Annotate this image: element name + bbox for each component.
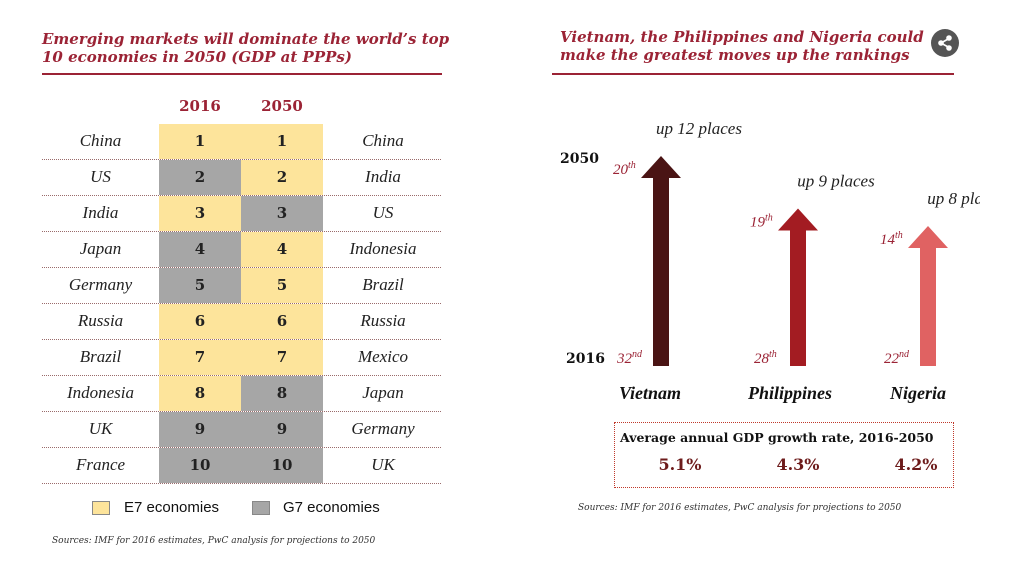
country-2050: Russia — [360, 311, 406, 330]
left-source-note: Sources: IMF for 2016 estimates, PwC ana… — [52, 536, 376, 546]
growth-rate-title: Average annual GDP growth rate, 2016-205… — [620, 430, 934, 445]
left-title-line-1: Emerging markets will dominate the world… — [42, 30, 450, 48]
arrow-nigeria — [908, 226, 948, 366]
country-2016: UK — [88, 419, 113, 438]
rank-cell-2016: 3 — [159, 196, 241, 231]
rank-cell-2050: 3 — [241, 196, 323, 231]
table-row: India 3 3 US — [42, 196, 441, 232]
table-row: Russia 6 6 Russia — [42, 304, 441, 340]
rank-cell-2050: 5 — [241, 268, 323, 303]
growth-value-nigeria: 4.2% — [894, 455, 938, 474]
rank-cell-2050: 6 — [241, 304, 323, 339]
year-label-2050: 2050 — [560, 151, 599, 167]
legend-swatch-e7 — [92, 501, 110, 515]
growth-rate-box — [614, 422, 954, 488]
move-label-philippines: up 9 places — [797, 172, 875, 191]
right-title-line-1: Vietnam, the Philippines and Nigeria cou… — [560, 28, 924, 46]
country-2016: Japan — [79, 239, 122, 258]
rank-2050-label-vietnam: 20th — [613, 160, 636, 178]
arrow-philippines — [778, 208, 818, 366]
rank-cell-2016: 5 — [159, 268, 241, 303]
rank-cell-2016: 8 — [159, 376, 241, 411]
rank-cell-2050: 7 — [241, 340, 323, 375]
rank-cell-2050: 1 — [241, 124, 323, 159]
country-2050: US — [372, 203, 394, 222]
arrow-vietnam — [641, 156, 681, 366]
rank-cell-2050: 4 — [241, 232, 323, 267]
rank-2016-label-philippines: 28th — [754, 349, 777, 367]
legend-swatch-g7 — [252, 501, 270, 515]
rank-cell-2050: 9 — [241, 412, 323, 447]
rank-cell-2016: 4 — [159, 232, 241, 267]
legend-label-g7: G7 economies — [283, 499, 380, 516]
category-label-vietnam: Vietnam — [619, 383, 681, 403]
rank-cell-2016: 2 — [159, 160, 241, 195]
country-2016: India — [82, 203, 119, 222]
country-2016: China — [79, 131, 122, 150]
year-header-2016: 2016 — [179, 97, 221, 115]
rank-cell-2050: 10 — [241, 448, 323, 483]
table-row: France 10 10 UK — [42, 448, 441, 484]
left-title-rule — [42, 73, 442, 75]
country-2016: France — [75, 455, 126, 474]
rank-2016-label-nigeria: 22nd — [884, 349, 910, 367]
share-button[interactable] — [931, 29, 959, 57]
year-label-2016: 2016 — [566, 351, 605, 367]
country-2016: US — [90, 167, 111, 186]
right-title-line-2: make the greatest moves up the rankings — [560, 46, 910, 64]
rank-2050-label-philippines: 19th — [750, 213, 773, 231]
growth-value-philippines: 4.3% — [776, 455, 820, 474]
rank-cell-2016: 10 — [159, 448, 241, 483]
rank-cell-2050: 8 — [241, 376, 323, 411]
move-label-nigeria: up 8 places — [927, 189, 980, 208]
country-2050: Japan — [362, 383, 404, 402]
rank-cell-2016: 9 — [159, 412, 241, 447]
year-header-2050: 2050 — [261, 97, 303, 115]
rank-2050-label-nigeria: 14th — [880, 230, 903, 248]
country-2016: Brazil — [79, 347, 122, 366]
country-2050: Brazil — [362, 275, 404, 294]
right-title-rule — [552, 73, 954, 75]
rank-cell-2016: 7 — [159, 340, 241, 375]
country-2016: Russia — [77, 311, 124, 330]
legend-label-e7: E7 economies — [124, 499, 220, 516]
country-2016: Indonesia — [66, 383, 135, 402]
growth-value-vietnam: 5.1% — [658, 455, 702, 474]
table-row: China 1 1 China — [42, 124, 441, 160]
table-row: Brazil 7 7 Mexico — [42, 340, 441, 376]
table-row: Germany 5 5 Brazil — [42, 268, 441, 304]
country-2050: India — [365, 167, 401, 186]
category-label-philippines: Philippines — [747, 383, 832, 403]
right-chart-title: Vietnam, the Philippines and Nigeria cou… — [560, 28, 940, 64]
rank-cell-2016: 1 — [159, 124, 241, 159]
table-row: US 2 2 India — [42, 160, 441, 196]
country-2050: Mexico — [357, 347, 409, 366]
country-2050: China — [362, 131, 404, 150]
country-2050: Germany — [351, 419, 415, 438]
country-2050: Indonesia — [349, 239, 417, 258]
country-2050: UK — [371, 455, 395, 474]
category-label-nigeria: Nigeria — [889, 383, 946, 403]
move-label-vietnam: up 12 places — [656, 119, 742, 138]
share-icon — [938, 35, 952, 51]
table-row: Japan 4 4 Indonesia — [42, 232, 441, 268]
country-2016: Germany — [68, 275, 133, 294]
rank-moves-chart: 2050 2016 up 12 places 20th 32nd Vietnam up 9 … — [560, 119, 980, 403]
right-source-note: Sources: IMF for 2016 estimates, PwC ana… — [578, 503, 902, 513]
rank-cell-2016: 6 — [159, 304, 241, 339]
table-row: UK 9 9 Germany — [42, 412, 441, 448]
left-title-line-2: 10 economies in 2050 (GDP at PPPs) — [42, 48, 352, 66]
rank-2016-label-vietnam: 32nd — [616, 349, 643, 367]
left-chart-title: Emerging markets will dominate the world… — [42, 30, 462, 66]
rank-cell-2050: 2 — [241, 160, 323, 195]
table-row: Indonesia 8 8 Japan — [42, 376, 441, 412]
